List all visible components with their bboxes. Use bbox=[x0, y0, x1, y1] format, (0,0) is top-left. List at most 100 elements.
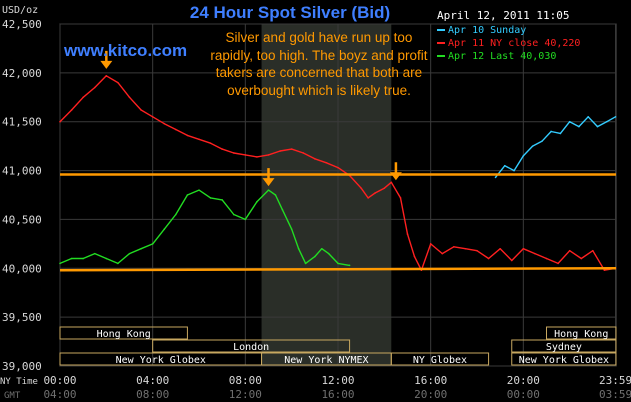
session-box bbox=[511, 339, 617, 353]
series-point-1 bbox=[82, 96, 84, 99]
session-box bbox=[511, 352, 617, 366]
ny-time-label: NY Time bbox=[0, 377, 38, 387]
series-point-1 bbox=[499, 247, 501, 250]
series-point-0 bbox=[587, 116, 589, 118]
series-point-2 bbox=[186, 194, 189, 196]
series-point-1 bbox=[557, 262, 559, 265]
session-label: New York Globex bbox=[116, 355, 206, 366]
series-line-1 bbox=[59, 75, 616, 271]
legend-layer: Apr 10 Sunday Apr 11 NY close 40,220 Apr 1… bbox=[437, 25, 580, 62]
series-point-0 bbox=[550, 130, 552, 133]
series-point-1 bbox=[105, 74, 108, 77]
y-tick-label: 40,000 bbox=[2, 262, 42, 275]
series-point-0 bbox=[531, 145, 534, 147]
series-point-2 bbox=[337, 262, 339, 265]
x-tick-label-ny: 04:00 bbox=[136, 374, 169, 387]
series-point-2 bbox=[290, 228, 293, 230]
support-line-layer bbox=[59, 173, 617, 272]
series-point-2 bbox=[244, 218, 247, 221]
website-label: www.kitco.com bbox=[63, 41, 187, 60]
series-point-1 bbox=[163, 122, 166, 125]
series-point-0 bbox=[522, 155, 525, 157]
x-tick-label-gmt: 03:59 bbox=[599, 388, 631, 401]
series-point-2 bbox=[70, 257, 73, 260]
session-box bbox=[59, 326, 188, 340]
series-point-1 bbox=[603, 269, 606, 272]
x-tick-label-gmt: 00:00 bbox=[507, 388, 540, 401]
series-point-1 bbox=[580, 257, 583, 260]
series-point-1 bbox=[59, 120, 61, 123]
series-point-2 bbox=[163, 228, 166, 230]
series-point-1 bbox=[406, 233, 409, 235]
series-point-0 bbox=[605, 120, 608, 123]
series-point-1 bbox=[429, 243, 432, 245]
series-point-2 bbox=[314, 255, 316, 258]
series-point-1 bbox=[360, 187, 362, 189]
series-point-2 bbox=[267, 189, 270, 191]
timestamp: April 12, 2011 11:05 bbox=[437, 9, 569, 22]
series-point-0 bbox=[578, 125, 580, 128]
legend-entry: Apr 10 Sunday bbox=[448, 25, 526, 36]
series-point-1 bbox=[534, 252, 536, 255]
series-point-0 bbox=[494, 176, 497, 179]
chart-title: 24 Hour Spot Silver (Bid) bbox=[190, 3, 390, 22]
series-point-2 bbox=[320, 247, 323, 250]
series-point-0 bbox=[559, 132, 562, 135]
series-point-1 bbox=[117, 81, 119, 84]
series-point-1 bbox=[367, 197, 369, 199]
x-tick-label-ny: 16:00 bbox=[414, 374, 447, 387]
series-point-1 bbox=[374, 192, 376, 194]
x-tick-label-gmt: 04:00 bbox=[43, 388, 76, 401]
session-label: New York Globex bbox=[519, 355, 609, 366]
x-tick-label-ny: 00:00 bbox=[43, 374, 76, 387]
x-tick-label-gmt: 08:00 bbox=[136, 388, 169, 401]
session-label: Sydney bbox=[546, 342, 582, 353]
series-point-0 bbox=[596, 125, 599, 128]
series-point-1 bbox=[390, 181, 393, 184]
series-point-2 bbox=[327, 252, 330, 255]
series-point-1 bbox=[453, 245, 455, 248]
series-point-1 bbox=[383, 187, 386, 189]
arrow-marker-head bbox=[262, 178, 275, 187]
series-point-1 bbox=[441, 252, 444, 255]
series-point-2 bbox=[82, 257, 84, 260]
series-point-0 bbox=[568, 120, 571, 123]
series-point-1 bbox=[487, 257, 490, 260]
series-point-1 bbox=[545, 257, 548, 260]
y-tick-label: 40,500 bbox=[2, 213, 42, 226]
series-point-1 bbox=[464, 247, 467, 250]
x-tick-label-ny: 20:00 bbox=[507, 374, 540, 387]
x-tick-label-gmt: 20:00 bbox=[414, 388, 447, 401]
series-line-0 bbox=[494, 116, 616, 178]
series-point-2 bbox=[232, 213, 235, 216]
session-label: New York NYMEX bbox=[284, 355, 368, 366]
series-point-2 bbox=[297, 247, 300, 250]
series-point-2 bbox=[93, 252, 96, 255]
series-point-1 bbox=[476, 249, 478, 252]
units-label: USD/oz bbox=[2, 5, 38, 16]
series-point-1 bbox=[522, 247, 525, 250]
series-point-1 bbox=[140, 109, 142, 111]
series-point-1 bbox=[93, 86, 96, 89]
series-point-2 bbox=[304, 262, 307, 265]
series-point-2 bbox=[151, 243, 154, 245]
series-point-2 bbox=[105, 257, 108, 260]
series-point-1 bbox=[198, 138, 200, 141]
shaded-region-layer bbox=[261, 24, 392, 366]
series-point-0 bbox=[614, 116, 617, 118]
series-point-1 bbox=[256, 156, 258, 158]
series-point-2 bbox=[256, 201, 258, 203]
y-tick-label: 41,000 bbox=[2, 165, 42, 178]
series-point-2 bbox=[59, 262, 61, 265]
series-point-1 bbox=[151, 116, 154, 118]
series-point-2 bbox=[140, 247, 142, 250]
session-label: NY Globex bbox=[413, 355, 467, 366]
y-tick-label: 41,500 bbox=[2, 116, 42, 129]
x-tick-label-ny: 23:59 bbox=[599, 374, 631, 387]
y-tick-layer: 42,500 42,000 41,500 41,000 40,500 40,000 39,5… bbox=[2, 18, 42, 373]
series-point-1 bbox=[267, 154, 270, 156]
series-point-2 bbox=[281, 208, 284, 211]
series-point-1 bbox=[568, 249, 571, 252]
